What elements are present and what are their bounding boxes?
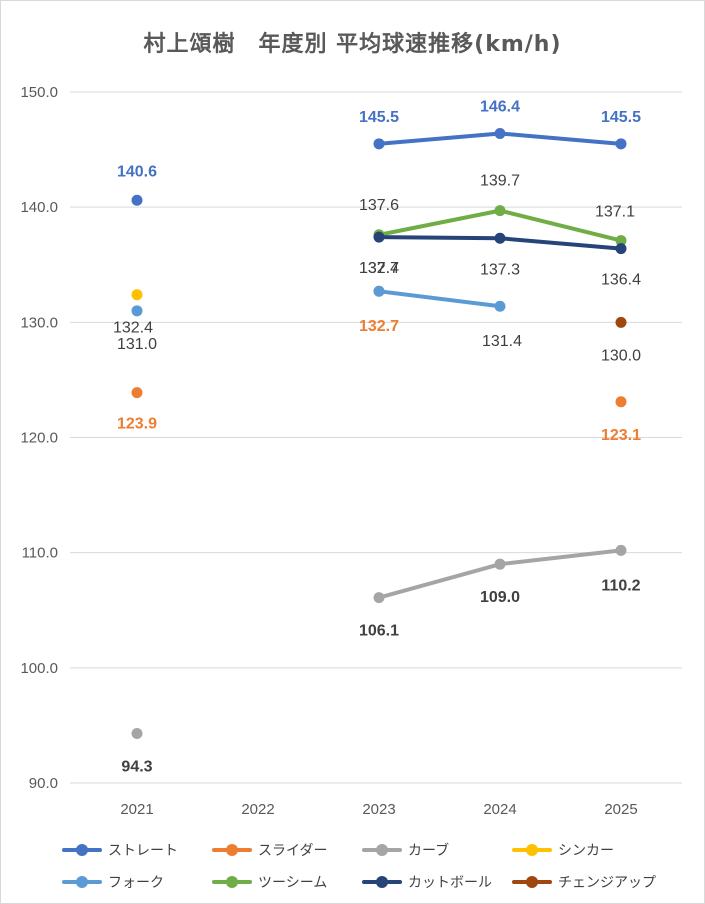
y-tick-label: 120.0 xyxy=(20,430,58,447)
y-tick-label: 100.0 xyxy=(20,660,58,677)
legend-marker xyxy=(360,840,404,860)
data-point xyxy=(615,316,627,328)
legend-marker xyxy=(210,840,254,860)
data-label: 106.1 xyxy=(359,623,399,640)
x-tick-label: 2022 xyxy=(241,801,274,818)
data-point xyxy=(615,138,627,150)
x-tick-label: 2021 xyxy=(120,801,153,818)
legend-marker xyxy=(510,872,554,892)
data-label: 132.7 xyxy=(359,260,399,277)
data-label: 132.4 xyxy=(113,320,153,337)
x-tick-label: 2025 xyxy=(604,801,637,818)
data-label: 137.4 xyxy=(359,260,399,277)
data-point xyxy=(131,289,143,301)
series-lines xyxy=(377,131,623,600)
data-label: 140.6 xyxy=(117,163,157,180)
legend-label: カーブ xyxy=(408,843,450,859)
data-point xyxy=(373,138,385,150)
data-label: 131.4 xyxy=(482,333,522,350)
data-point xyxy=(131,387,143,399)
data-label: 146.4 xyxy=(480,98,520,115)
chart-title: 村上頌樹 年度別 平均球速推移(km/h) xyxy=(143,32,562,57)
series-line xyxy=(377,289,502,309)
legend-item: シンカー xyxy=(510,840,660,860)
legend-marker xyxy=(360,872,404,892)
legend-label: フォーク xyxy=(108,875,164,891)
legend-label: ツーシーム xyxy=(258,875,328,891)
data-label: 109.0 xyxy=(480,589,520,606)
y-tick-label: 90.0 xyxy=(29,775,58,792)
legend-item: ツーシーム xyxy=(210,872,360,892)
legend-item: チェンジアップ xyxy=(510,872,660,892)
legend-label: スライダー xyxy=(258,843,328,859)
y-tick-label: 110.0 xyxy=(22,545,58,562)
data-point xyxy=(373,231,385,243)
data-label: 145.5 xyxy=(359,109,399,126)
data-label: 137.1 xyxy=(595,204,635,221)
y-tick-label: 150.0 xyxy=(20,84,58,101)
data-point xyxy=(494,232,506,244)
data-point xyxy=(494,300,506,312)
data-label: 123.9 xyxy=(117,416,157,433)
legend-marker xyxy=(60,840,104,860)
data-label: 131.0 xyxy=(117,336,157,353)
legend-marker xyxy=(210,872,254,892)
legend-label: カットボール xyxy=(408,875,492,891)
data-label: 110.2 xyxy=(601,577,640,594)
data-point xyxy=(373,285,385,297)
data-point xyxy=(131,194,143,206)
x-tick-label: 2024 xyxy=(483,801,516,818)
data-point xyxy=(615,243,627,255)
x-axis-ticks: 2021 2022 2023 2024 2025 xyxy=(120,801,637,818)
data-point xyxy=(494,205,506,217)
legend-item: スライダー xyxy=(210,840,360,860)
data-point xyxy=(373,592,385,604)
data-point xyxy=(615,396,627,408)
series-points xyxy=(131,127,627,739)
gridlines xyxy=(70,91,682,784)
legend-item: フォーク xyxy=(60,872,210,892)
legend-marker xyxy=(60,872,104,892)
legend-label: チェンジアップ xyxy=(558,875,656,891)
data-point xyxy=(131,727,143,739)
data-label: 136.4 xyxy=(601,272,641,289)
y-axis-ticks: 90.0 100.0 110.0 120.0 130.0 140.0 150.0 xyxy=(20,84,58,792)
data-label: 137.6 xyxy=(359,197,399,214)
data-point xyxy=(494,558,506,570)
data-label: 130.0 xyxy=(601,347,641,364)
legend-label: シンカー xyxy=(558,843,614,859)
data-label: 139.7 xyxy=(480,173,520,190)
y-tick-label: 140.0 xyxy=(20,199,58,216)
y-tick-label: 130.0 xyxy=(20,314,58,331)
legend-item: カットボール xyxy=(360,872,510,892)
legend-marker xyxy=(510,840,554,860)
data-point xyxy=(615,544,627,556)
data-point xyxy=(615,235,627,247)
data-label: 137.3 xyxy=(480,261,520,278)
data-label: 94.3 xyxy=(121,758,152,775)
legend: ストレート スライダー カーブ シンカーフォーク ツーシーム カットボール チェンジアップ xyxy=(60,840,700,892)
legend-item: ストレート xyxy=(60,840,210,860)
data-label: 132.7 xyxy=(359,318,399,335)
data-point xyxy=(494,127,506,139)
data-point xyxy=(131,305,143,317)
data-label: 145.5 xyxy=(601,109,641,126)
data-label: 123.1 xyxy=(601,427,641,444)
data-labels: 140.6 145.5 146.4 145.5 123.9 132.7 123.1 94.3 1… xyxy=(113,98,641,775)
legend-item: カーブ xyxy=(360,840,510,860)
x-tick-label: 2023 xyxy=(362,801,395,818)
legend-label: ストレート xyxy=(108,843,178,859)
